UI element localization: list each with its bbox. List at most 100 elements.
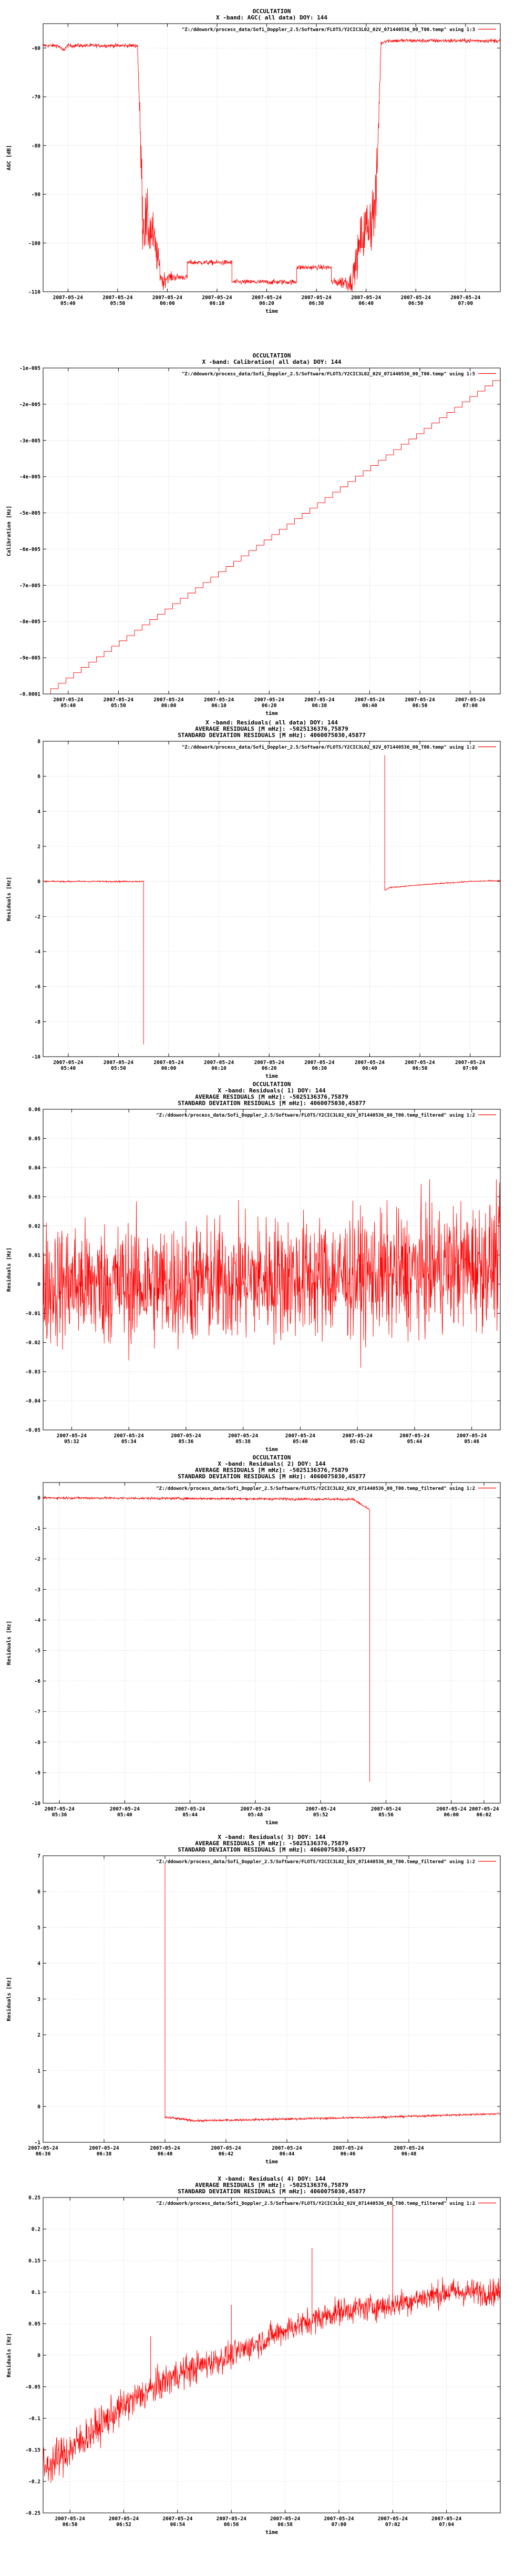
chart-title-line: X -band: Residuals( 4) DOY: 144 bbox=[218, 2175, 326, 2182]
chart-title-line: OCCULTATION bbox=[253, 8, 291, 15]
y-tick-label: 0.1 bbox=[32, 2290, 40, 2296]
x-tick-label: 2007-05-24 bbox=[399, 1433, 429, 1439]
series-line bbox=[164, 1863, 500, 2123]
legend-label: "Z:/ddowork/process_data/Sofi_Doppler_2.… bbox=[156, 1859, 475, 1865]
y-tick-label: -5e-005 bbox=[19, 510, 40, 516]
y-tick-label: -0.1 bbox=[28, 2416, 40, 2422]
x-tick-label: 2007-05-24 bbox=[211, 2145, 241, 2151]
y-tick-label: -70 bbox=[32, 95, 40, 100]
x-tick-label: 06:30 bbox=[312, 703, 327, 709]
series-line bbox=[43, 2277, 500, 2483]
x-tick-label: 06:00 bbox=[161, 1066, 177, 1071]
x-axis-label: time bbox=[265, 1446, 278, 1453]
y-tick-label: -2 bbox=[35, 914, 40, 920]
x-tick-label: 07:02 bbox=[385, 2522, 400, 2528]
x-tick-label: 05:50 bbox=[111, 703, 126, 709]
plot-frame bbox=[43, 1109, 501, 1430]
y-tick-label: -8 bbox=[35, 1740, 41, 1745]
x-tick-label: 2007-05-24 bbox=[469, 1806, 499, 1812]
y-tick-label: -1 bbox=[35, 2140, 41, 2146]
x-tick-label: 2007-05-24 bbox=[28, 2145, 58, 2151]
x-tick-label: 05:36 bbox=[179, 1439, 194, 1445]
x-tick-label: 2007-05-24 bbox=[306, 1806, 336, 1812]
x-tick-label: 05:50 bbox=[110, 301, 126, 306]
x-tick-label: 07:00 bbox=[462, 703, 478, 709]
y-tick-label: -6e-005 bbox=[19, 547, 40, 553]
x-tick-label: 2007-05-24 bbox=[53, 295, 83, 301]
plot-frame bbox=[43, 1482, 501, 1804]
y-tick-label: -0.05 bbox=[25, 2385, 40, 2390]
x-tick-label: 2007-05-24 bbox=[333, 2145, 363, 2151]
chart-title-line: OCCULTATION bbox=[253, 352, 291, 359]
x-tick-label: 2007-05-24 bbox=[355, 697, 385, 703]
x-tick-label: 07:00 bbox=[332, 2522, 347, 2528]
x-tick-label: 07:04 bbox=[439, 2522, 454, 2528]
y-tick-label: 6 bbox=[37, 774, 40, 780]
x-tick-label: 2007-05-24 bbox=[217, 2516, 246, 2522]
x-tick-label: 2007-05-24 bbox=[110, 1806, 140, 1812]
x-tick-label: 2007-05-24 bbox=[162, 2516, 192, 2522]
series-line bbox=[384, 755, 500, 891]
y-axis-label: AGC [dB] bbox=[6, 145, 12, 170]
y-tick-label: 0.03 bbox=[28, 1194, 40, 1200]
x-tick-label: 05:36 bbox=[52, 1812, 67, 1818]
x-tick-label: 2007-05-24 bbox=[457, 1433, 487, 1439]
x-tick-label: 2007-05-24 bbox=[431, 2516, 461, 2522]
y-tick-label: 4 bbox=[37, 1961, 40, 1967]
x-tick-label: 05:40 bbox=[293, 1439, 308, 1445]
y-tick-label: -0.04 bbox=[25, 1398, 40, 1404]
x-tick-label: 2007-05-24 bbox=[204, 1060, 234, 1066]
x-tick-label: 2007-05-24 bbox=[455, 1060, 485, 1066]
x-tick-label: 05:40 bbox=[117, 1812, 132, 1818]
y-tick-label: -8e-005 bbox=[19, 619, 40, 625]
y-tick-label: -7e-005 bbox=[19, 583, 40, 589]
x-tick-label: 2007-05-24 bbox=[152, 295, 182, 301]
x-axis-label: time bbox=[265, 2529, 278, 2536]
y-axis-label: Residuals [Hz] bbox=[6, 1248, 12, 1292]
chart-title-line: AVERAGE RESIDUALS [M mHz]: -5025136376,7… bbox=[195, 1840, 348, 1847]
y-tick-label: -6 bbox=[35, 1679, 41, 1684]
y-tick-label: 0.04 bbox=[28, 1165, 40, 1171]
chart-title-line: X -band: Residuals( 2) DOY: 144 bbox=[218, 1460, 326, 1467]
x-tick-label: 06:44 bbox=[280, 2151, 295, 2157]
x-tick-label: 06:38 bbox=[97, 2151, 112, 2157]
x-tick-label: 2007-05-24 bbox=[252, 295, 282, 301]
y-tick-label: -4e-005 bbox=[19, 474, 40, 480]
y-axis-label: Calibration [Hz] bbox=[6, 506, 12, 556]
x-tick-label: 06:20 bbox=[262, 1066, 277, 1071]
y-tick-label: -8 bbox=[35, 1019, 41, 1025]
x-tick-label: 2007-05-24 bbox=[202, 295, 232, 301]
x-tick-label: 2007-05-24 bbox=[355, 1060, 385, 1066]
x-tick-label: 2007-05-24 bbox=[175, 1806, 205, 1812]
y-tick-label: -110 bbox=[28, 290, 40, 295]
x-tick-label: 06:00 bbox=[444, 1812, 459, 1818]
x-tick-label: 05:56 bbox=[378, 1812, 394, 1818]
y-axis-label: Residuals [Hz] bbox=[6, 2333, 12, 2377]
legend-label: "Z:/ddowork/process_data/Sofi_Doppler_2.… bbox=[182, 27, 475, 33]
y-tick-label: -0.03 bbox=[25, 1369, 40, 1375]
y-tick-label: -2 bbox=[35, 1557, 40, 1562]
y-tick-label: -0.0001 bbox=[19, 692, 40, 698]
x-tick-label: 06:40 bbox=[362, 703, 377, 709]
x-tick-label: 2007-05-24 bbox=[394, 2145, 424, 2151]
x-tick-label: 06:42 bbox=[219, 2151, 234, 2157]
y-tick-label: 4 bbox=[37, 809, 40, 815]
x-tick-label: 2007-05-24 bbox=[405, 697, 435, 703]
x-tick-label: 2007-05-24 bbox=[102, 295, 132, 301]
x-tick-label: 06:40 bbox=[358, 301, 374, 306]
x-tick-label: 06:30 bbox=[309, 301, 324, 306]
x-tick-label: 2007-05-24 bbox=[228, 1433, 258, 1439]
y-tick-label: 0 bbox=[37, 1282, 40, 1287]
chart-title-line: AVERAGE RESIDUALS [M mHz]: -5025136376,7… bbox=[195, 2182, 348, 2189]
x-tick-label: 2007-05-24 bbox=[324, 2516, 354, 2522]
y-tick-label: -0.25 bbox=[25, 2511, 40, 2517]
x-tick-label: 06:00 bbox=[161, 703, 177, 709]
x-tick-label: 2007-05-24 bbox=[53, 697, 83, 703]
y-tick-label: -2e-005 bbox=[19, 402, 40, 407]
y-tick-label: -6 bbox=[35, 984, 41, 990]
x-tick-label: 05:42 bbox=[350, 1439, 365, 1445]
x-tick-label: 2007-05-24 bbox=[44, 1806, 74, 1812]
legend-label: "Z:/ddowork/process_data/Sofi_Doppler_2.… bbox=[156, 1112, 475, 1118]
x-tick-label: 2007-05-24 bbox=[405, 1060, 435, 1066]
